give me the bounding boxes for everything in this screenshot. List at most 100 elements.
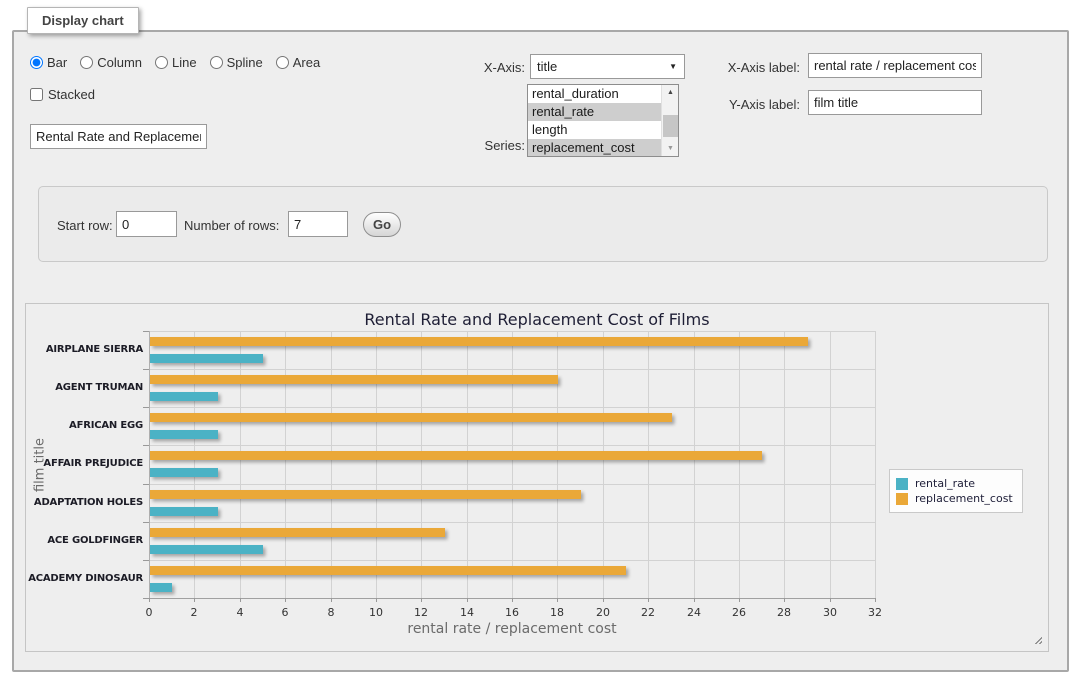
stacked-checkbox[interactable] [30,88,43,101]
gridline-vertical [603,331,604,598]
series-list-scrollbar[interactable]: ▲ ▼ [661,85,678,156]
x-tick-label: 12 [414,606,428,619]
x-tick-mark [285,598,286,602]
x-tick-label: 8 [327,606,335,619]
x-axis-label-label: X-Axis label: [727,60,800,75]
series-option-rental_duration[interactable]: rental_duration [532,86,619,101]
chart-type-option-spline[interactable]: Spline [209,54,263,70]
bar-rental_rate [150,354,263,363]
series-listbox[interactable]: rental_duration rental_rate length replacem… [527,84,679,157]
bar-replacement_cost [150,337,808,346]
x-tick-mark [149,598,150,602]
x-tick-mark [421,598,422,602]
chart-type-option-column[interactable]: Column [80,55,142,70]
chart-type-option-bar[interactable]: Bar [30,55,67,70]
chevron-down-icon: ▼ [669,62,677,71]
x-tick-mark [875,598,876,602]
legend-label: replacement_cost [915,492,1013,505]
series-option-rental_rate[interactable]: rental_rate [528,103,661,121]
x-tick-label: 2 [190,606,198,619]
start-row-label: Start row: [57,218,113,233]
chart-title-input[interactable] [30,124,207,149]
x-axis-label-input[interactable] [808,53,982,78]
x-axis-select-value: title [537,59,558,74]
start-row-input[interactable] [116,211,177,237]
y-axis-label-input[interactable] [808,90,982,115]
chart-type-radio-spline[interactable] [209,55,223,69]
chart-container: Rental Rate and Replacement Cost of Film… [25,303,1049,652]
bar-replacement_cost [150,413,672,422]
stacked-option[interactable]: Stacked [30,87,95,102]
x-tick-label: 0 [145,606,153,619]
bar-rental_rate [150,430,218,439]
chart-resize-handle[interactable] [1032,634,1042,644]
y-axis-line [149,331,150,598]
bar-rental_rate [150,507,218,516]
bar-rental_rate [150,545,263,554]
x-axis-select-label: X-Axis: [483,60,525,75]
y-tick-mark [143,331,149,332]
chart-type-group: Bar Column Line Spline Area [30,54,333,70]
gridline-vertical [875,331,876,598]
number-of-rows-label: Number of rows: [184,218,280,233]
panel-title: Display chart [27,7,139,34]
x-tick-label: 6 [281,606,289,619]
x-tick-mark [331,598,332,602]
x-tick-label: 24 [687,606,701,619]
bar-rental_rate [150,392,218,401]
x-axis-select[interactable]: title ▼ [530,54,685,79]
chart-title: Rental Rate and Replacement Cost of Film… [364,310,710,329]
number-of-rows-input[interactable] [288,211,348,237]
y-category-label: AIRPLANE SIERRA [45,344,143,355]
chart-type-label: Area [292,54,321,70]
gridline-vertical [285,331,286,598]
x-tick-label: 26 [732,606,746,619]
chart-type-radio-line[interactable] [155,55,169,69]
chart-type-option-area[interactable]: Area [275,54,321,70]
stacked-label: Stacked [48,87,95,102]
bar-replacement_cost [150,451,762,460]
x-tick-mark [694,598,695,602]
x-tick-label: 28 [777,606,791,619]
chart-type-label: Line [172,54,197,70]
go-button[interactable]: Go [363,212,401,237]
chart-type-option-line[interactable]: Line [155,55,197,70]
x-tick-mark [194,598,195,602]
bar-replacement_cost [150,375,558,384]
series-option-replacement_cost[interactable]: replacement_cost [528,139,661,156]
x-tick-mark [557,598,558,602]
x-tick-mark [739,598,740,602]
y-tick-mark [143,369,149,370]
chart-type-label: Bar [47,54,68,70]
y-category-label: AFFAIR PREJUDICE [43,458,143,469]
y-tick-mark [143,484,149,485]
legend-item-replacement_cost: replacement_cost [896,492,1013,505]
x-tick-mark [467,598,468,602]
scrollbar-up-button[interactable]: ▲ [667,89,674,96]
chart-type-label: Column [97,54,143,70]
x-tick-mark [603,598,604,602]
chart-type-radio-bar[interactable] [30,55,43,69]
bar-replacement_cost [150,490,581,499]
bar-rental_rate [150,468,218,477]
gridline-vertical [331,331,332,598]
gridline-vertical [240,331,241,598]
y-tick-mark [143,445,149,446]
series-options: rental_duration rental_rate length replacem… [528,85,661,156]
bar-replacement_cost [150,528,445,537]
chart-type-label: Spline [226,54,263,70]
gridline-vertical [557,331,558,598]
scrollbar-thumb[interactable] [663,115,678,137]
x-tick-mark [830,598,831,602]
y-category-label: ADAPTATION HOLES [33,497,143,508]
series-option-length[interactable]: length [532,122,568,137]
scrollbar-down-button[interactable]: ▼ [667,145,674,152]
chart-legend: rental_rate replacement_cost [889,469,1023,513]
gridline-vertical [512,331,513,598]
bar-rental_rate [150,583,172,592]
chart-type-radio-column[interactable] [80,55,94,69]
gridline-vertical [694,331,695,598]
rows-panel: Start row: Number of rows: Go [38,186,1048,262]
chart-type-radio-area[interactable] [275,55,289,69]
gridline-vertical [648,331,649,598]
